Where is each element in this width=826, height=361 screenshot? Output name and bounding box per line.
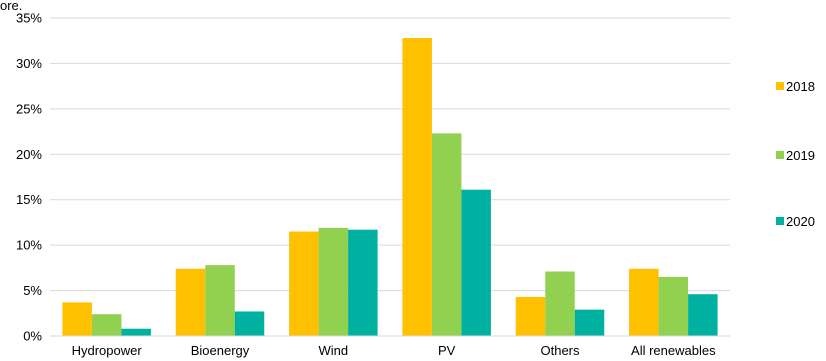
y-tick-label: 0%	[23, 329, 42, 344]
bar-2019-all-renewables	[658, 276, 689, 336]
bar-2020-wind	[348, 229, 378, 336]
chart-title: ore.	[0, 0, 22, 13]
y-tick-label: 15%	[16, 192, 42, 207]
y-axis-ticks: 0% 5% 10% 15% 20% 25% 30% 35%	[16, 11, 42, 344]
bar-2020-bioenergy	[234, 311, 265, 336]
bar-2018-hydropower	[62, 302, 92, 336]
y-tick-label: 20%	[16, 147, 42, 162]
bars	[62, 37, 718, 336]
bar-2020-pv	[461, 189, 491, 336]
legend-label: 2018	[786, 79, 815, 94]
bar-2020-all-renewables	[688, 294, 718, 336]
bar-2020-hydropower	[121, 328, 151, 336]
x-tick-label: All renewables	[631, 343, 716, 358]
bar-2019-wind	[318, 227, 349, 336]
y-tick-label: 30%	[16, 56, 42, 71]
bar-2018-wind	[289, 231, 319, 336]
legend-label: 2020	[786, 214, 815, 229]
bar-2018-others	[515, 296, 546, 336]
x-tick-label: Wind	[319, 343, 349, 358]
x-tick-label: Hydropower	[72, 343, 143, 358]
legend-swatch-2019	[776, 151, 784, 159]
x-tick-label: Bioenergy	[191, 343, 250, 358]
bar-2020-others	[574, 309, 605, 336]
bar-2018-all-renewables	[629, 268, 659, 336]
x-tick-label: Others	[540, 343, 580, 358]
legend-swatch-2018	[776, 82, 784, 90]
y-tick-label: 10%	[16, 238, 42, 253]
y-tick-label: 35%	[16, 11, 42, 26]
bar-2018-bioenergy	[175, 268, 206, 336]
legend-swatch-2020	[776, 217, 784, 225]
gridlines	[50, 17, 730, 292]
bar-2018-pv	[402, 37, 432, 336]
bar-2019-pv	[431, 133, 462, 336]
legend-label: 2019	[786, 148, 815, 163]
y-tick-label: 25%	[16, 101, 42, 116]
bar-2019-others	[545, 271, 575, 336]
x-tick-label: PV	[438, 343, 456, 358]
bar-2019-hydropower	[91, 314, 122, 336]
y-tick-label: 5%	[23, 283, 42, 298]
legend: 2018 2019 2020	[776, 79, 815, 229]
x-axis-ticks: Hydropower Bioenergy Wind PV Others All renew…	[72, 343, 716, 358]
bar-2019-bioenergy	[205, 265, 235, 336]
